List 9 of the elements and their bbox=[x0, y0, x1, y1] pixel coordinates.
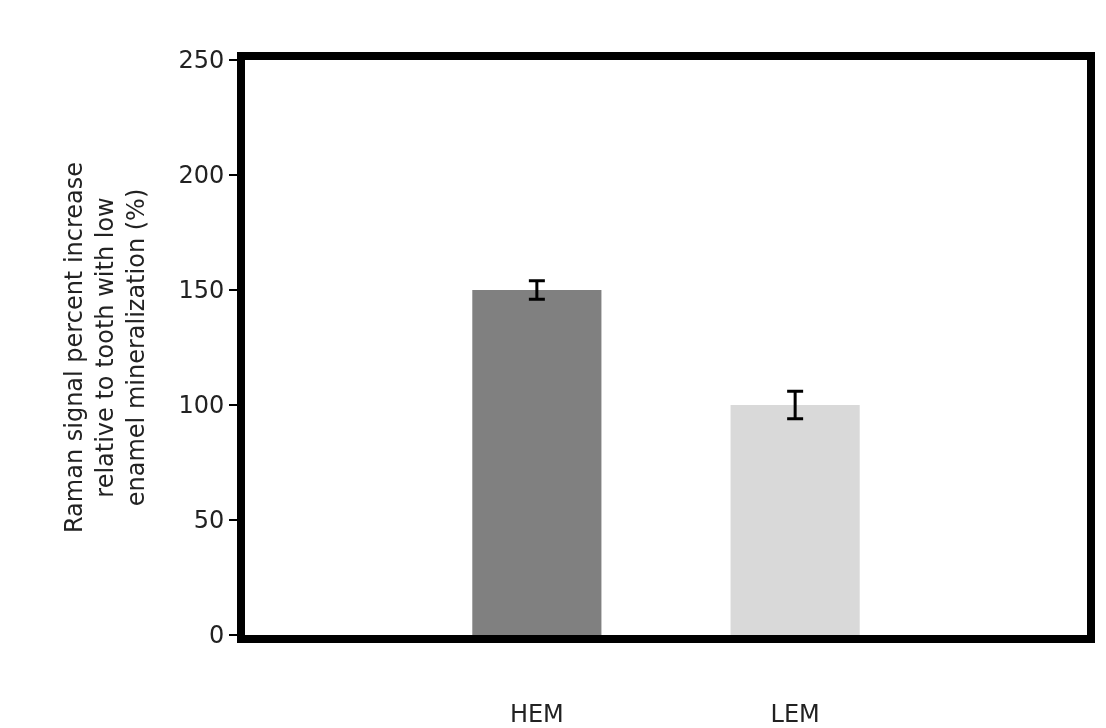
y-axis-title: Raman signal percent increase relative to tooth with low enamel mineralization (%) bbox=[59, 161, 150, 534]
x-tick-label: LEM bbox=[770, 699, 820, 728]
x-tick-label: HEM bbox=[509, 699, 564, 728]
y-tick-label: 150 bbox=[178, 276, 225, 305]
y-tick-label: 0 bbox=[208, 621, 225, 650]
y-tick-label: 250 bbox=[178, 46, 225, 75]
y-tick-label: 100 bbox=[178, 391, 225, 420]
y-tick-label: 200 bbox=[178, 161, 225, 190]
y-tick-label: 50 bbox=[193, 506, 225, 535]
